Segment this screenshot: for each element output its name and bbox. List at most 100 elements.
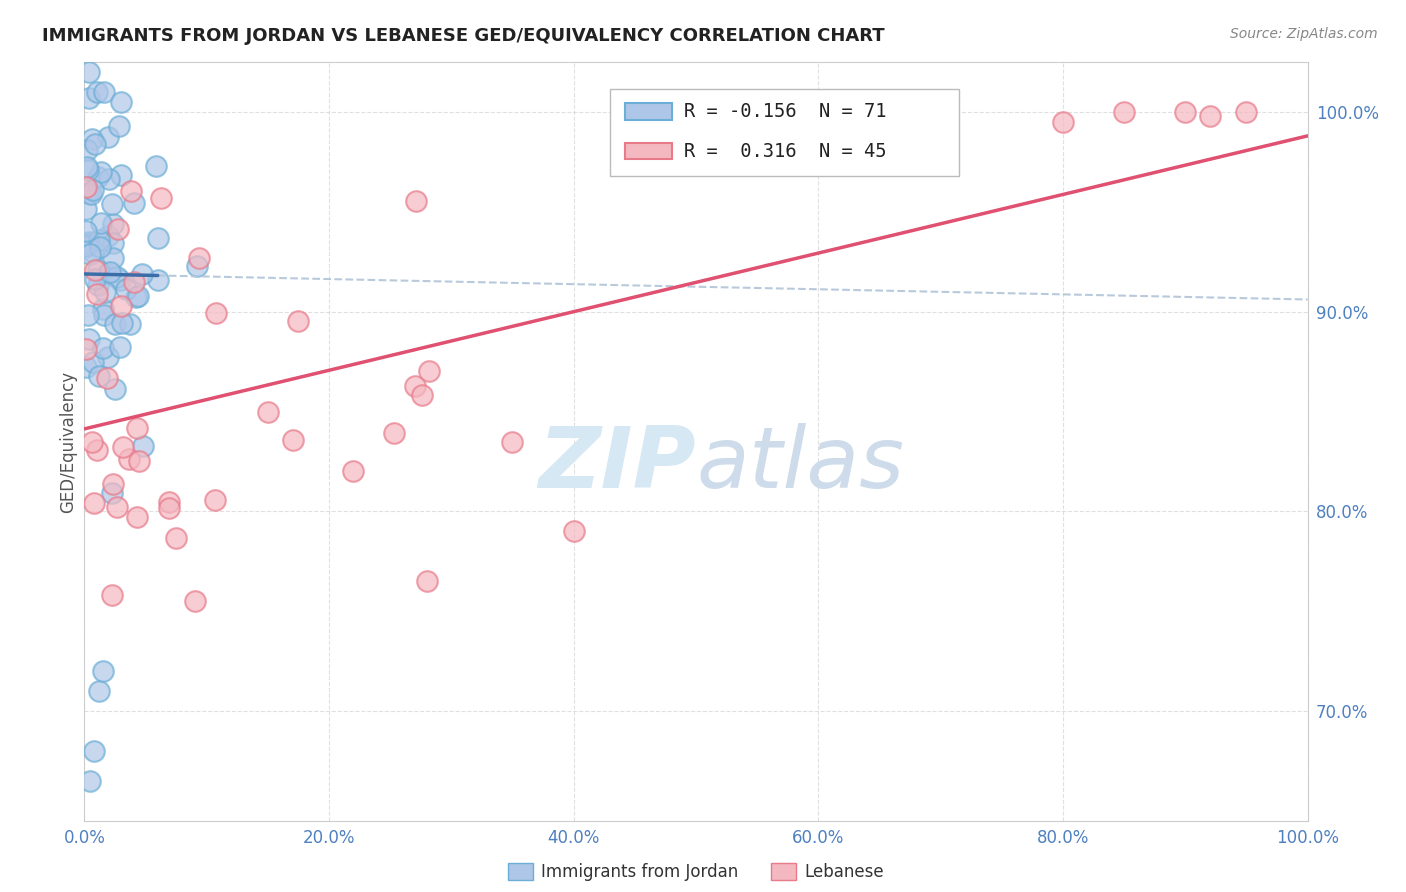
Point (84, 263, 107, 277)
Point (93, 85, 115, 99)
Point (82, 244, 104, 259)
Point (79, 773, 101, 788)
Text: Source: ZipAtlas.com: Source: ZipAtlas.com (1230, 27, 1378, 41)
Point (128, 454, 150, 468)
Point (77, 65, 100, 79)
Point (98, 265, 121, 279)
Point (122, 276, 145, 290)
Point (82, 132, 104, 146)
Point (204, 493, 226, 508)
Point (83, 496, 105, 510)
Point (188, 252, 211, 266)
Point (110, 95, 132, 109)
Point (287, 314, 309, 328)
Point (75, 202, 97, 216)
Point (1236, 105, 1258, 120)
Point (87, 263, 110, 277)
Point (110, 168, 132, 182)
Point (186, 259, 208, 273)
Point (94, 285, 117, 300)
Point (80, 187, 103, 202)
Point (1198, 109, 1220, 123)
Point (77, 186, 100, 200)
Point (105, 500, 128, 515)
Point (93, 308, 115, 322)
Point (146, 273, 169, 287)
Point (89, 240, 111, 254)
Point (502, 434, 524, 449)
Point (89, 233, 111, 247)
Point (145, 159, 167, 173)
Point (118, 317, 141, 331)
Point (149, 191, 172, 205)
Point (101, 235, 124, 250)
Point (97, 350, 120, 364)
Point (562, 524, 585, 539)
Point (89, 368, 111, 383)
Point (204, 306, 226, 320)
Point (127, 289, 149, 303)
Point (132, 439, 155, 453)
Point (98, 172, 121, 186)
Point (184, 594, 207, 608)
Point (90, 216, 112, 230)
Point (105, 270, 128, 285)
Point (83, 744, 105, 758)
Legend: Immigrants from Jordan, Lebanese: Immigrants from Jordan, Lebanese (501, 856, 891, 888)
Point (96, 267, 118, 281)
Point (157, 501, 180, 516)
Point (131, 267, 153, 281)
Point (157, 495, 180, 509)
Point (90, 164, 112, 178)
Point (97, 228, 120, 243)
Text: R =  0.316  N = 45: R = 0.316 N = 45 (683, 142, 886, 161)
Point (91, 302, 114, 317)
Point (125, 290, 148, 304)
Point (79, 247, 101, 261)
Point (110, 299, 132, 313)
Point (122, 195, 145, 210)
Text: atlas: atlas (696, 423, 904, 506)
Point (101, 251, 124, 265)
Point (108, 120, 131, 134)
Point (165, 531, 187, 545)
Point (100, 588, 122, 602)
Point (101, 196, 124, 211)
Point (86, 85, 108, 99)
Y-axis label: GED/Equivalency: GED/Equivalency (59, 370, 77, 513)
Point (87, 170, 110, 185)
Text: R = -0.156  N = 71: R = -0.156 N = 71 (683, 103, 886, 121)
Point (411, 388, 433, 402)
Point (118, 451, 141, 466)
Text: ZIP: ZIP (538, 423, 696, 506)
Point (146, 231, 169, 245)
Point (108, 340, 131, 354)
Point (104, 382, 127, 396)
Point (257, 404, 280, 418)
Point (91, 664, 114, 678)
Point (77, 332, 100, 346)
Point (76, 144, 98, 158)
Point (416, 574, 439, 589)
Point (75, 224, 97, 238)
Text: IMMIGRANTS FROM JORDAN VS LEBANESE GED/EQUIVALENCY CORRELATION CHART: IMMIGRANTS FROM JORDAN VS LEBANESE GED/E… (42, 27, 884, 45)
Point (87, 684, 110, 698)
Point (405, 194, 427, 209)
Point (75, 343, 97, 357)
Point (125, 421, 148, 435)
Point (404, 379, 426, 393)
Point (77, 235, 100, 249)
Point (112, 441, 135, 455)
Point (283, 433, 305, 447)
Point (82, 183, 104, 197)
Point (87, 278, 110, 293)
Bar (626, 143, 672, 160)
Point (104, 317, 127, 331)
Point (75, 239, 97, 253)
Bar (626, 103, 672, 120)
Point (86, 287, 108, 301)
Point (120, 184, 142, 198)
Point (84, 272, 107, 286)
Point (1174, 105, 1197, 120)
Point (107, 222, 129, 236)
